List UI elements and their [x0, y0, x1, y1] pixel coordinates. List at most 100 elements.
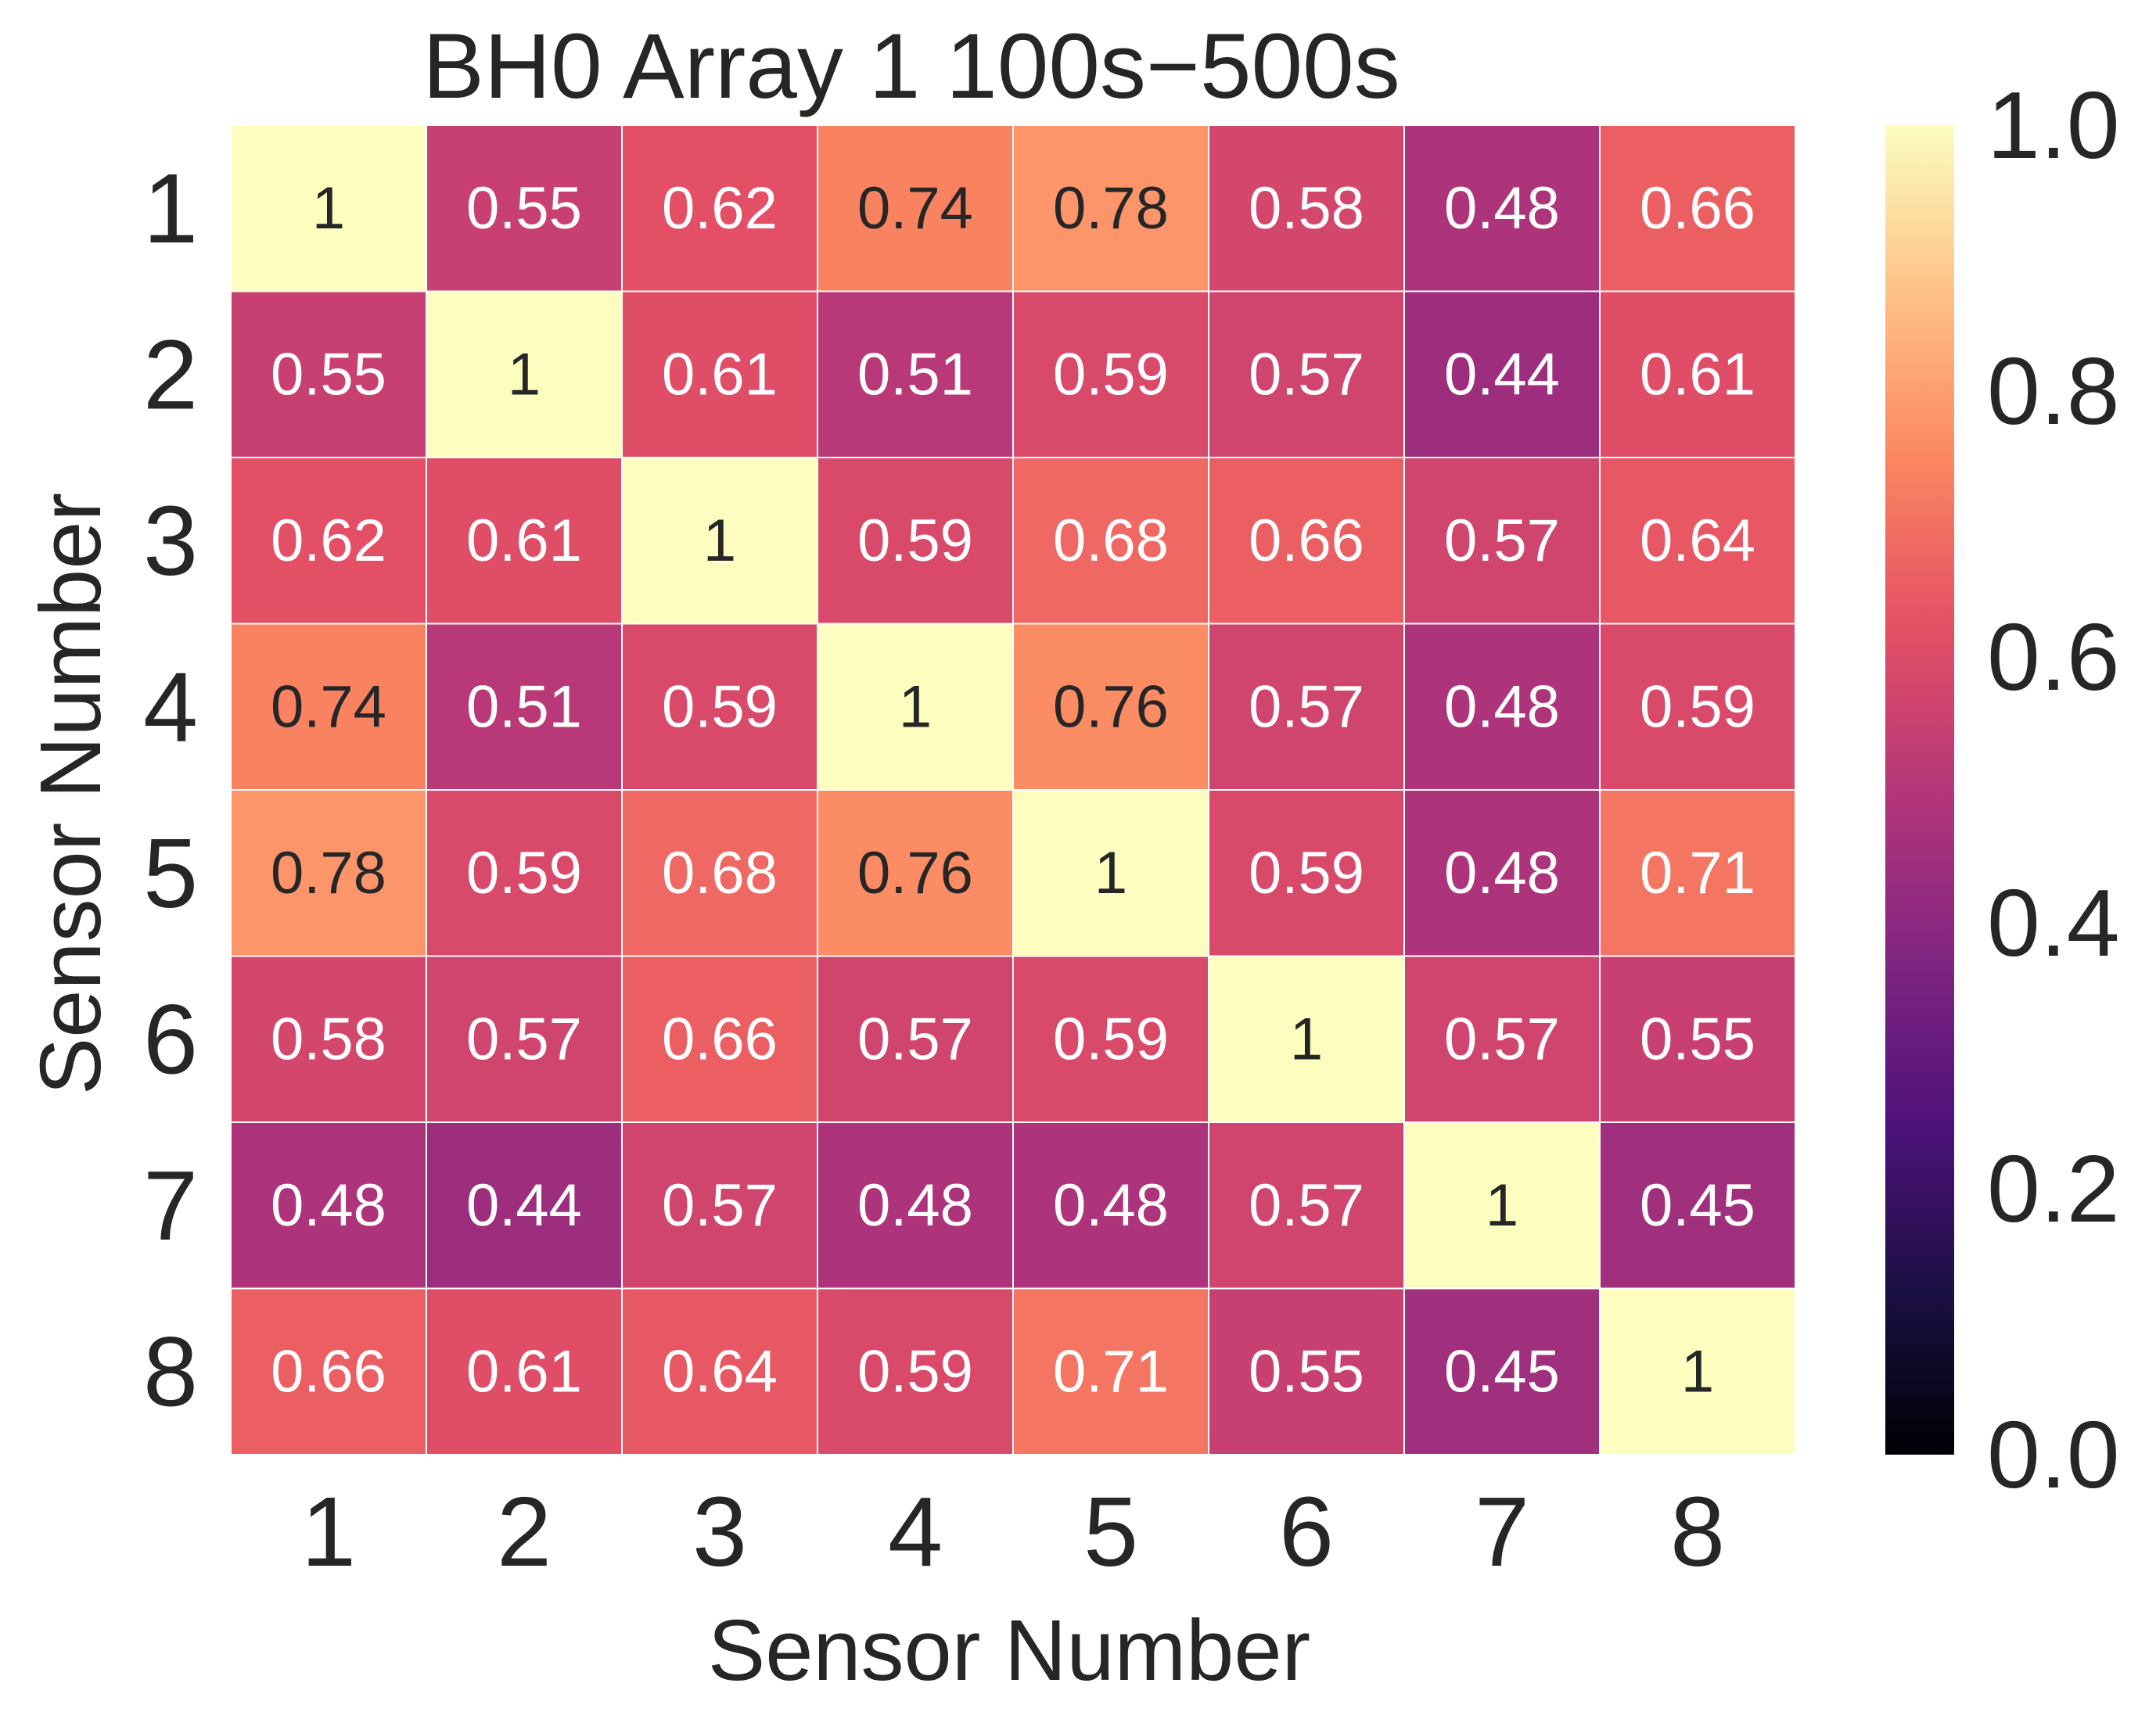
heatmap-cell	[1012, 1121, 1209, 1290]
cell-value-label: 0.57	[1249, 673, 1364, 740]
heatmap-cells	[230, 124, 1796, 1455]
heatmap-cell	[1208, 1287, 1405, 1455]
cell-value-label: 0.59	[1249, 840, 1364, 906]
x-axis-tick-labels: 1 2 3 4 5 6 7 8	[301, 1477, 1725, 1587]
heatmap-cell	[230, 789, 427, 957]
heatmap-cell	[1599, 623, 1796, 791]
heatmap-cell	[817, 955, 1014, 1123]
x-tick-label: 5	[1083, 1477, 1138, 1587]
heatmap-cell	[1403, 955, 1601, 1123]
cell-value-label: 0.61	[466, 1338, 582, 1405]
cell-value-label: 0.61	[662, 341, 778, 407]
heatmap-cell	[621, 955, 818, 1123]
heatmap-cell	[230, 1121, 427, 1290]
heatmap-cell	[1403, 623, 1601, 791]
x-tick-label: 7	[1475, 1477, 1529, 1587]
cell-value-label: 0.45	[1444, 1338, 1560, 1405]
cell-value-label: 0.57	[857, 1006, 973, 1072]
cell-value-label: 0.59	[1053, 341, 1169, 407]
cell-value-label: 0.51	[466, 673, 582, 740]
cell-value-label: 0.59	[857, 1338, 973, 1405]
colorbar-tick-label: 0.4	[1987, 870, 2120, 976]
cell-value-label: 0.59	[662, 673, 778, 740]
cell-value-label: 0.66	[662, 1006, 778, 1072]
heatmap-cell	[621, 1121, 818, 1290]
heatmap-cell	[230, 623, 427, 791]
cell-value-label: 0.44	[466, 1172, 582, 1239]
heatmap-cell	[621, 457, 818, 625]
cell-value-label: 0.68	[662, 840, 778, 906]
cell-value-label: 0.61	[466, 508, 582, 574]
cell-value-label: 0.62	[271, 508, 386, 574]
cell-value-label: 0.62	[662, 175, 778, 242]
heatmap-cell	[1403, 789, 1601, 957]
y-tick-label: 5	[143, 818, 198, 928]
heatmap-cell	[1208, 789, 1405, 957]
x-tick-label: 3	[692, 1477, 747, 1587]
y-tick-label: 1	[143, 153, 198, 264]
heatmap-cell	[230, 457, 427, 625]
heatmap-cell	[1403, 124, 1601, 292]
heatmap-cell	[1599, 1287, 1796, 1455]
heatmap-cell	[817, 290, 1014, 458]
colorbar-tick-label: 0.6	[1987, 604, 2120, 710]
colorbar-tick-label: 1.0	[1987, 72, 2120, 178]
heatmap-cell	[426, 124, 623, 292]
cell-value-label: 1	[703, 508, 736, 574]
x-tick-label: 6	[1279, 1477, 1334, 1587]
cell-value-label: 0.59	[1640, 673, 1755, 740]
heatmap-cell	[1012, 955, 1209, 1123]
heatmap-cell	[817, 789, 1014, 957]
cell-value-label: 0.74	[271, 673, 386, 740]
heatmap-cell	[817, 1287, 1014, 1455]
cell-value-label: 0.59	[466, 840, 582, 906]
y-tick-label: 2	[143, 319, 198, 429]
heatmap-cell	[1208, 290, 1405, 458]
y-axis-tick-labels: 1 2 3 4 5 6 7 8	[143, 153, 198, 1427]
heatmap-cell-labels: 1 0.55 0.62 0.74 0.78 0.58 0.48 0.66 0.55 1 0.61 0.…	[271, 175, 1755, 1405]
heatmap-cell	[817, 1121, 1014, 1290]
heatmap-cell	[1599, 955, 1796, 1123]
cell-value-label: 0.48	[1444, 673, 1560, 740]
y-tick-label: 3	[143, 486, 198, 596]
heatmap-cell	[1208, 1121, 1405, 1290]
heatmap-cell	[1599, 124, 1796, 292]
heatmap-cell	[1012, 290, 1209, 458]
x-tick-label: 1	[301, 1477, 356, 1587]
heatmap-cell	[621, 124, 818, 292]
cell-value-label: 0.51	[857, 341, 973, 407]
heatmap-cell	[426, 290, 623, 458]
chart-title: BH0 Array 1 100s−500s	[422, 15, 1400, 118]
cell-value-label: 0.48	[1444, 840, 1560, 906]
heatmap-cell	[1599, 789, 1796, 957]
cell-value-label: 0.66	[1640, 175, 1755, 242]
x-tick-label: 8	[1670, 1477, 1725, 1587]
heatmap-cell	[1208, 955, 1405, 1123]
y-axis-label: Sensor Number	[23, 493, 119, 1095]
cell-value-label: 1	[1486, 1172, 1518, 1239]
heatmap-cell	[230, 290, 427, 458]
cell-value-label: 0.66	[1249, 508, 1364, 574]
heatmap-cell	[1403, 290, 1601, 458]
cell-value-label: 0.64	[662, 1338, 778, 1405]
heatmap-cell	[1599, 457, 1796, 625]
heatmap-cell	[426, 457, 623, 625]
heatmap-cell	[1403, 1121, 1601, 1290]
cell-value-label: 0.59	[1053, 1006, 1169, 1072]
heatmap-cell	[621, 1287, 818, 1455]
x-tick-label: 4	[888, 1477, 943, 1587]
cell-value-label: 1	[899, 673, 932, 740]
x-axis-label: Sensor Number	[708, 1602, 1310, 1699]
heatmap-cell	[426, 623, 623, 791]
colorbar-tick-label: 0.0	[1987, 1401, 2120, 1508]
heatmap-cell	[1208, 623, 1405, 791]
colorbar-gradient	[1885, 125, 1954, 1455]
heatmap-cell	[230, 124, 427, 292]
heatmap-cell	[426, 789, 623, 957]
cell-value-label: 0.57	[1249, 1172, 1364, 1239]
cell-value-label: 0.48	[271, 1172, 386, 1239]
heatmap-cell	[1599, 290, 1796, 458]
cell-value-label: 1	[1681, 1338, 1714, 1405]
cell-value-label: 1	[508, 341, 541, 407]
colorbar-tick-label: 0.2	[1987, 1136, 2120, 1242]
